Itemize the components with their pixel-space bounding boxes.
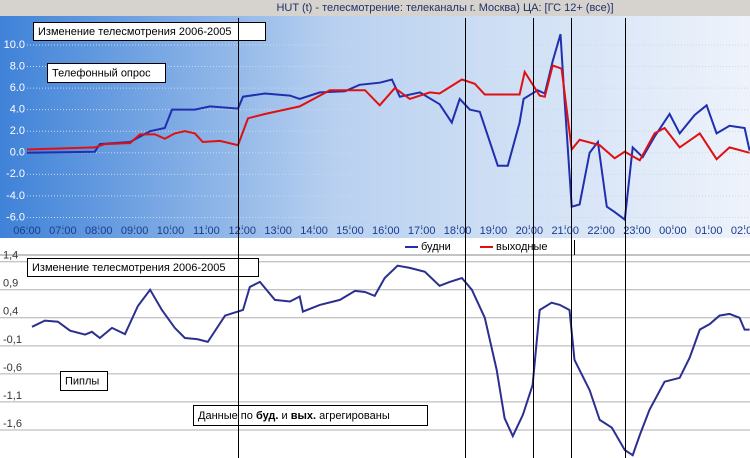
y-tick-label: 6.0 — [10, 82, 25, 94]
series-line — [26, 64, 750, 162]
y-tick-label: 1,4 — [3, 250, 18, 262]
annotation-part: Данные по — [198, 410, 256, 422]
x-tick-label: 15:00 — [336, 225, 364, 237]
x-tick-label: 12:00 — [229, 225, 257, 237]
y-tick-label: 10.0 — [4, 39, 25, 51]
annotation: Телефонный опрос — [52, 67, 151, 79]
x-tick-label: 19:00 — [480, 225, 508, 237]
series-line — [26, 33, 750, 222]
top-panel — [0, 16, 750, 238]
x-tick-label: 23:00 — [623, 225, 651, 237]
x-tick-label: 20:00 — [516, 225, 544, 237]
annotation: Изменение телесмотрения 2006-2005 — [32, 262, 225, 274]
title-bar — [0, 0, 750, 16]
annotation-part: агрегированы — [316, 410, 390, 422]
x-tick-label: 22:00 — [587, 225, 615, 237]
x-tick-label: 13:00 — [264, 225, 292, 237]
x-tick-label: 18:00 — [444, 225, 472, 237]
x-tick-label: 11:00 — [193, 225, 220, 237]
annotation: Данные по буд. и вых. агрегированы — [198, 410, 390, 422]
y-tick-label: 0,4 — [3, 306, 18, 318]
x-tick-label: 14:00 — [300, 225, 328, 237]
window-title: HUT (t) - телесмотрение: телеканалы г. М… — [276, 2, 613, 14]
annotation-part: и — [278, 410, 290, 422]
annotation-box — [193, 405, 428, 426]
x-tick-label: 08:00 — [85, 225, 113, 237]
y-tick-label: -6.0 — [6, 211, 25, 223]
y-tick-label: -1,1 — [3, 390, 22, 402]
x-tick-label: 16:00 — [372, 225, 400, 237]
bottom-panel — [0, 255, 750, 458]
y-tick-label: -4.0 — [6, 190, 25, 202]
legend-label: выходные — [496, 241, 548, 253]
y-tick-label: -2.0 — [6, 168, 25, 180]
annotation-box — [47, 63, 166, 83]
annotation-part: буд. — [256, 410, 279, 422]
y-tick-label: 0.0 — [10, 147, 25, 159]
x-tick-label: 10:00 — [157, 225, 185, 237]
legend-band — [0, 238, 750, 255]
annotation: Пиплы — [65, 375, 99, 387]
annotation-box — [27, 258, 259, 277]
y-tick-label: -1,6 — [3, 418, 22, 430]
y-tick-label: -0,6 — [3, 362, 22, 374]
annotation-box — [60, 371, 108, 391]
series-line — [31, 264, 750, 457]
y-tick-label: 4.0 — [10, 104, 25, 116]
x-tick-label: 01:00 — [695, 225, 723, 237]
x-tick-label: 06:00 — [13, 225, 41, 237]
y-tick-label: 2.0 — [10, 125, 25, 137]
y-tick-label: 8.0 — [10, 60, 25, 72]
x-tick-label: 07:00 — [49, 225, 77, 237]
annotation: Изменение телесмотрения 2006-2005 — [38, 26, 231, 38]
x-tick-label: 17:00 — [408, 225, 436, 237]
legend-label: будни — [421, 241, 451, 253]
x-tick-label: 21:00 — [551, 225, 579, 237]
cursor-lines — [238, 18, 626, 458]
x-tick-label: 02:00 — [731, 225, 750, 237]
y-tick-label: -0,1 — [3, 334, 22, 346]
annotation-part: вых. — [291, 410, 316, 422]
y-tick-label: 0,9 — [3, 278, 18, 290]
annotation-box — [33, 22, 266, 41]
x-tick-label: 09:00 — [121, 225, 149, 237]
x-tick-label: 00:00 — [659, 225, 687, 237]
